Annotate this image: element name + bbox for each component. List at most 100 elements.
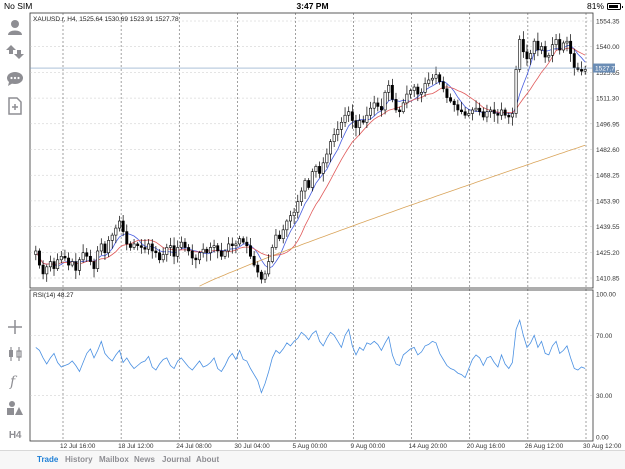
bear-candle [88,255,92,262]
bull-candle [99,243,103,252]
bear-candle [252,255,256,266]
battery-icon [607,3,623,10]
price-tick-label: 1496.95 [596,121,620,128]
quote-icon[interactable] [3,41,27,63]
bull-candle [292,211,296,217]
timeframe-label: H4 [8,429,22,441]
bull-candle [132,243,136,248]
bull-candle [198,252,202,261]
bear-candle [154,250,158,254]
bull-candle [514,69,518,114]
bull-candle [365,114,369,123]
date-tick-label: 20 Aug 16:00 [467,443,506,450]
rsi-header: RSI(14) 48.27 [33,292,74,299]
bull-candle [470,109,474,114]
tab-journal[interactable]: Journal [162,455,191,464]
tab-about[interactable]: About [196,455,220,464]
bear-candle [190,250,194,259]
bull-candle [110,234,114,241]
bull-candle [263,273,267,280]
tab-history[interactable]: History [65,455,93,464]
bull-candle [339,121,343,130]
bear-candle [278,234,282,239]
bull-candle [332,134,336,142]
bull-candle [434,74,438,79]
bull-candle [296,201,300,213]
bull-candle [387,84,391,93]
date-tick-label: 9 Aug 00:00 [351,443,386,450]
bear-candle [478,107,482,113]
price-panel-border [29,12,594,289]
bear-candle [187,247,191,252]
bull-candle [96,250,100,269]
bear-candle [521,39,525,53]
bull-candle [212,245,216,248]
bear-candle [507,114,511,118]
clock: 3:47 PM [296,1,329,11]
tab-mailbox[interactable]: Mailbox [99,455,129,464]
timeframe-button[interactable]: H4 [3,424,27,446]
bull-candle [510,113,514,118]
bear-candle [569,40,573,54]
bull-candle [267,261,271,275]
chat-icon[interactable] [3,68,27,90]
bear-candle [376,102,380,107]
svg-text:f: f [9,374,18,389]
date-tick-label: 5 Aug 00:00 [292,443,327,450]
date-tick-label: 14 Aug 20:00 [409,443,448,450]
bull-candle [554,39,558,46]
bull-candle [281,229,285,239]
bull-candle [78,259,81,271]
date-tick-label: 26 Aug 12:00 [525,443,564,450]
document-icon[interactable] [3,95,27,117]
bull-candle [532,40,536,54]
date-tick-label: 30 Jul 04:00 [234,443,270,450]
bull-candle [423,83,427,93]
bear-candle [536,40,540,51]
bull-candle [70,261,74,266]
bull-candle [412,86,416,91]
objects-icon[interactable] [3,397,27,419]
bull-candle [347,111,351,116]
tab-news[interactable]: News [134,455,155,464]
bear-candle [379,106,383,111]
bear-candle [172,245,176,257]
bull-candle [561,42,565,51]
price-tick-label: 1453.90 [596,198,620,205]
bear-candle [245,241,249,246]
bear-candle [74,261,78,271]
account-icon[interactable] [3,16,27,38]
bull-candle [314,166,318,172]
bear-candle [63,255,67,259]
indicator-icon[interactable]: f [3,370,27,392]
ma-slow-line [199,144,586,287]
bull-candle [165,247,169,255]
bull-candle [430,77,434,81]
bear-candle [125,231,129,245]
bull-candle [45,266,49,275]
bear-candle [463,111,467,116]
tab-trade[interactable]: Trade [37,455,59,464]
ma-fast-line [35,44,586,269]
bull-candle [208,247,212,254]
bull-candle [325,153,329,164]
chart-type-icon[interactable] [3,343,27,365]
bull-candle [227,243,231,252]
bull-candle [329,141,332,155]
bull-candle [489,109,493,113]
price-tick-label: 1525.65 [596,70,620,77]
rsi-tick-label: 0.00 [596,435,609,442]
bear-candle [416,86,420,95]
bear-candle [41,264,45,275]
crosshair-icon[interactable] [3,316,27,338]
bull-candle [427,79,431,84]
bear-candle [492,109,496,114]
bull-candle [274,234,278,248]
ma-mid-line [35,47,586,265]
bull-candle [467,113,471,116]
date-tick-label: 30 Aug 12:00 [583,443,622,450]
rsi-tick-label: 100.00 [596,292,616,299]
bull-candle [289,215,292,222]
bull-candle [383,92,387,111]
